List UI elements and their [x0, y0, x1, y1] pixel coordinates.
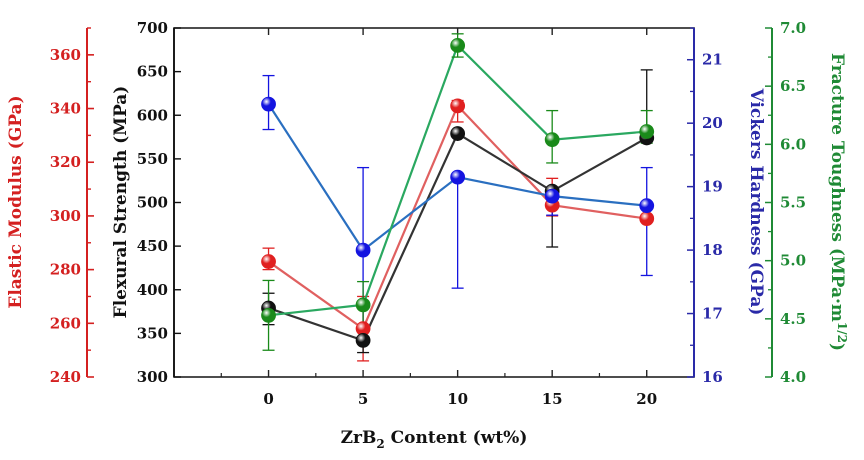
vickers-tick-label: 20 [702, 114, 723, 132]
fracture-tick-label: 4.5 [780, 310, 806, 328]
x-tick-label: 10 [447, 390, 468, 408]
vickers-tick-label: 18 [702, 241, 723, 259]
x-tick-label: 20 [636, 390, 657, 408]
vickers-data-point [355, 242, 371, 258]
x-axis-title: ZrB2 Content (wt%) [341, 428, 528, 451]
flexural-tick-label: 450 [137, 237, 168, 255]
flexural-data-point [355, 332, 371, 348]
fracture-tick-label: 6.0 [780, 135, 806, 153]
vickers-axis-title: Vickers Hardness (GPa) [746, 88, 766, 316]
elastic-data-point [261, 254, 276, 269]
flexural-tick-label: 400 [137, 281, 168, 299]
flexural-data-point [450, 126, 466, 141]
fracture-tick-label: 5.0 [780, 252, 806, 270]
elastic-tick-label: 260 [50, 314, 81, 332]
labels-layer: 0 5 10 15 20 ZrB2 Content (wt%) 300 350 400 450 50… [6, 19, 849, 451]
vickers-data-point [261, 96, 276, 112]
vickers-tick-label: 16 [702, 368, 723, 386]
fracture-data-point [639, 124, 655, 139]
flexural-tick-label: 550 [137, 150, 168, 168]
flexural-tick-label: 350 [137, 324, 168, 342]
fracture-data-point [450, 38, 466, 53]
elastic-data-point [639, 211, 655, 227]
vickers-data-point [639, 198, 655, 214]
x-tick-label: 5 [358, 390, 368, 408]
flexural-tick-label: 700 [137, 19, 168, 37]
flexural-tick-label: 500 [137, 194, 168, 212]
vickers-data-point [544, 188, 560, 204]
fracture-tick-label: 4.0 [780, 368, 806, 386]
elastic-tick-label: 240 [50, 368, 81, 386]
axes-layer [86, 27, 773, 378]
flexural-tick-label: 300 [137, 368, 168, 386]
x-tick-label: 0 [263, 390, 273, 408]
vickers-tick-label: 21 [702, 51, 723, 69]
fracture-tick-label: 6.5 [780, 77, 806, 95]
vickers-tick-label: 17 [702, 305, 723, 323]
elastic-axis-title: Elastic Modulus (GPa) [6, 95, 26, 308]
fracture-axis-title: Fracture Toughness (MPa·m1/2) [827, 53, 849, 351]
elastic-tick-label: 360 [50, 46, 81, 64]
elastic-tick-label: 300 [50, 207, 81, 225]
flexural-tick-label: 650 [137, 63, 168, 81]
elastic-data-point [450, 98, 466, 114]
elastic-tick-label: 280 [50, 261, 81, 279]
vickers-tick-label: 19 [702, 178, 723, 196]
fracture-tick-label: 7.0 [780, 19, 806, 37]
fracture-data-point [355, 297, 371, 313]
x-tick-label: 15 [542, 390, 563, 408]
fracture-data-point [544, 132, 560, 148]
series-layer [261, 33, 655, 362]
fracture-tick-label: 5.5 [780, 194, 806, 212]
elastic-tick-label: 320 [50, 153, 81, 171]
elastic-tick-label: 340 [50, 100, 81, 118]
flexural-tick-label: 600 [137, 106, 168, 124]
flexural-axis-title: Flexural Strength (MPa) [111, 86, 131, 319]
vickers-data-point [450, 169, 466, 185]
fracture-data-point [261, 307, 276, 323]
